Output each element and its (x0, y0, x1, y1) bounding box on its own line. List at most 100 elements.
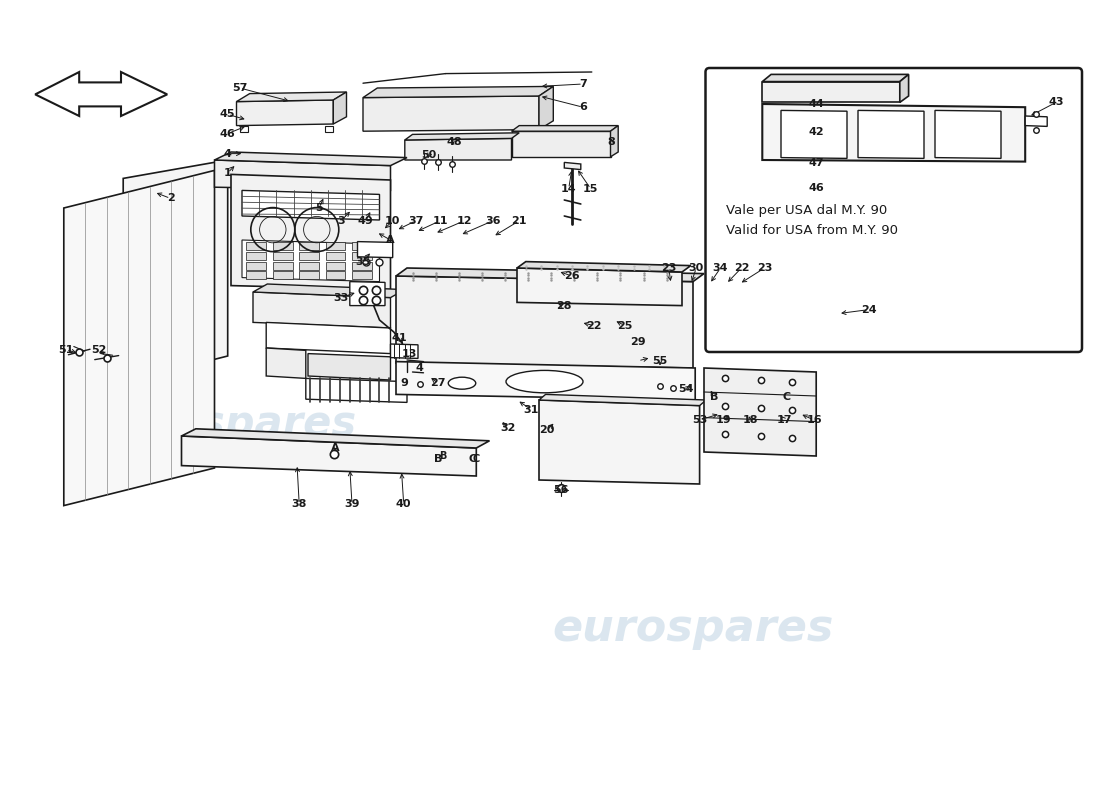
Polygon shape (182, 429, 490, 448)
Polygon shape (246, 242, 266, 250)
Text: 56: 56 (553, 485, 569, 494)
Polygon shape (273, 262, 293, 270)
Text: 35: 35 (355, 257, 371, 266)
Polygon shape (324, 126, 333, 132)
Text: 30: 30 (689, 263, 704, 273)
Polygon shape (539, 86, 553, 130)
Text: 38: 38 (292, 499, 307, 509)
Polygon shape (236, 92, 346, 102)
Text: 22: 22 (734, 263, 749, 273)
Text: 43: 43 (1048, 98, 1064, 107)
Text: 47: 47 (808, 158, 824, 168)
Text: 28: 28 (557, 302, 572, 311)
Text: 13: 13 (402, 350, 417, 359)
Text: 55: 55 (652, 356, 668, 366)
Polygon shape (326, 271, 345, 279)
Text: 32: 32 (500, 423, 516, 433)
Polygon shape (363, 86, 553, 98)
Text: 17: 17 (777, 415, 792, 425)
Text: 12: 12 (456, 216, 472, 226)
Text: 40: 40 (396, 499, 411, 509)
Polygon shape (35, 72, 167, 116)
Ellipse shape (506, 370, 583, 393)
Polygon shape (266, 322, 390, 354)
Text: 20: 20 (539, 426, 554, 435)
Polygon shape (704, 368, 816, 456)
Text: C: C (473, 454, 480, 464)
Text: 39: 39 (344, 499, 360, 509)
Text: 6: 6 (579, 102, 587, 112)
Polygon shape (242, 240, 380, 282)
Polygon shape (231, 174, 390, 290)
Text: Valid for USA from M.Y. 90: Valid for USA from M.Y. 90 (726, 224, 898, 237)
Text: 9: 9 (400, 378, 409, 388)
Polygon shape (182, 436, 476, 476)
Text: B: B (433, 454, 442, 464)
Text: B: B (710, 392, 718, 402)
Polygon shape (935, 110, 1001, 158)
Polygon shape (299, 271, 319, 279)
Polygon shape (517, 262, 691, 272)
Polygon shape (236, 100, 333, 126)
Polygon shape (308, 354, 390, 380)
Text: Vale per USA dal M.Y. 90: Vale per USA dal M.Y. 90 (726, 204, 888, 217)
Polygon shape (539, 400, 700, 484)
Text: C: C (782, 392, 791, 402)
Polygon shape (253, 292, 390, 328)
Text: 31: 31 (524, 405, 539, 414)
Polygon shape (246, 271, 266, 279)
Text: 22: 22 (586, 321, 602, 330)
Text: 52: 52 (91, 345, 107, 354)
Text: 2: 2 (166, 194, 175, 203)
Text: 18: 18 (742, 415, 758, 425)
Polygon shape (299, 242, 319, 250)
Text: 21: 21 (512, 216, 527, 226)
Text: eurospares: eurospares (552, 606, 834, 650)
Text: eurospares: eurospares (94, 403, 358, 445)
Polygon shape (1025, 116, 1047, 126)
Text: 19: 19 (716, 415, 732, 425)
Polygon shape (517, 268, 682, 306)
Text: B: B (440, 451, 447, 461)
Text: 4: 4 (415, 363, 424, 373)
Text: 27: 27 (430, 378, 446, 388)
Text: 26: 26 (564, 271, 580, 281)
Text: 4: 4 (223, 149, 232, 158)
Polygon shape (762, 82, 900, 102)
Text: 49: 49 (358, 216, 373, 226)
Polygon shape (900, 74, 909, 102)
Polygon shape (273, 271, 293, 279)
Text: 25: 25 (617, 321, 632, 330)
Polygon shape (326, 262, 345, 270)
Text: 37: 37 (408, 216, 424, 226)
Polygon shape (242, 190, 380, 220)
Text: 8: 8 (607, 138, 616, 147)
Text: 7: 7 (579, 79, 587, 89)
Text: 57: 57 (232, 83, 248, 93)
Text: 14: 14 (561, 184, 576, 194)
Polygon shape (564, 162, 581, 170)
Text: 29: 29 (630, 337, 646, 346)
Text: C: C (469, 454, 477, 464)
Polygon shape (858, 110, 924, 158)
FancyBboxPatch shape (705, 68, 1082, 352)
Polygon shape (240, 126, 248, 132)
Polygon shape (326, 242, 345, 250)
Polygon shape (405, 138, 512, 160)
Text: 10: 10 (385, 216, 400, 226)
Polygon shape (352, 262, 372, 270)
Text: 46: 46 (808, 183, 824, 193)
Text: 23: 23 (757, 263, 772, 273)
Text: 11: 11 (432, 216, 448, 226)
Polygon shape (64, 170, 215, 506)
Polygon shape (762, 74, 909, 82)
Text: 53: 53 (692, 415, 707, 425)
Text: 48: 48 (447, 138, 462, 147)
Text: 3: 3 (338, 216, 344, 226)
Polygon shape (396, 276, 693, 368)
Polygon shape (405, 133, 519, 140)
Polygon shape (123, 160, 228, 382)
Polygon shape (266, 348, 306, 378)
Polygon shape (762, 104, 1025, 162)
Polygon shape (358, 242, 393, 258)
